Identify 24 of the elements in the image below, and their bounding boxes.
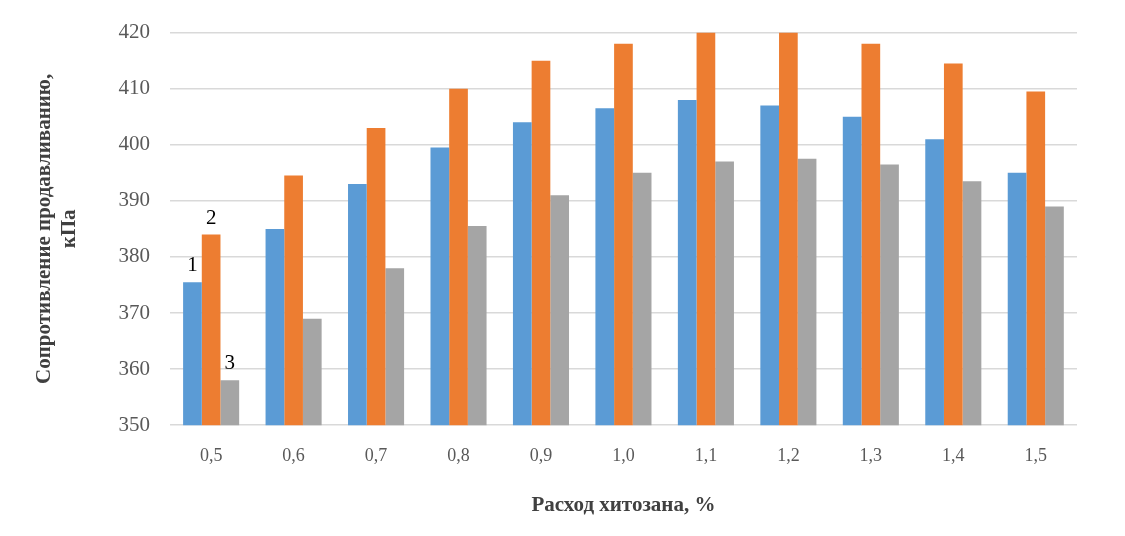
series-label: 1 [187,252,198,277]
series-label: 2 [205,204,217,229]
y-tick-label: 400 [118,131,150,156]
x-tick-label: 1,5 [1024,444,1048,465]
y-tick-label: 350 [118,411,150,436]
x-tick-label: 1,3 [859,444,883,465]
x-tick-label: 0,7 [364,444,388,465]
x-tick-label: 0,9 [529,444,553,465]
y-tick-label: 380 [118,243,150,268]
x-tick-label: 1,1 [694,444,718,465]
x-tick-label: 0,6 [282,444,305,465]
x-tick-label: 1,4 [942,444,965,465]
x-tick-label: 0,8 [447,444,470,465]
y-axis-title: Сопротивление продавливанию, кПа [31,73,81,384]
y-tick-label: 390 [118,187,150,212]
x-tick-label: 1,0 [612,444,635,465]
x-tick-label: 0,5 [199,444,223,465]
series-label: 3 [224,350,236,375]
y-tick-label: 420 [118,19,150,44]
y-tick-label: 360 [118,355,150,380]
x-axis-title: Расход хитозана, % [531,491,716,516]
x-tick-label: 1,2 [777,444,800,465]
y-tick-label: 370 [118,299,150,324]
y-tick-label: 410 [118,75,150,100]
